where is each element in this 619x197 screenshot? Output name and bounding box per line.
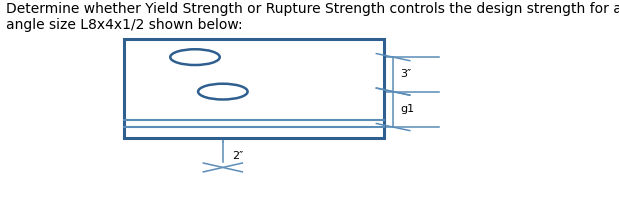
Text: Determine whether Yield Strength or Rupture Strength controls the design strengt: Determine whether Yield Strength or Rupt… (6, 2, 619, 32)
Text: g1: g1 (400, 104, 415, 114)
Text: 2″: 2″ (232, 151, 243, 161)
Text: 3″: 3″ (400, 69, 412, 79)
Bar (124, 39, 384, 138)
